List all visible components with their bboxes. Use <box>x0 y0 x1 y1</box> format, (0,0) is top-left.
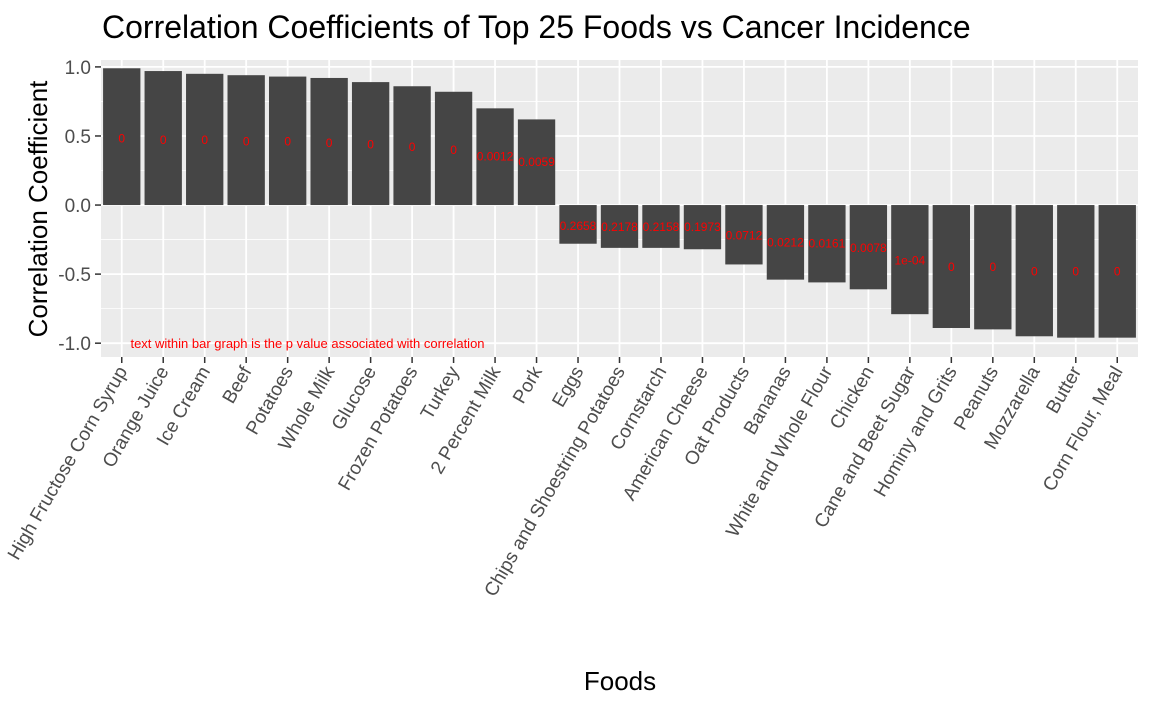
bar <box>1015 205 1053 337</box>
x-tick-label: Butter <box>1043 362 1087 417</box>
p-value-label: 0.0212 <box>767 235 804 249</box>
p-value-label: 0 <box>284 135 291 149</box>
chart-title: Correlation Coefficients of Top 25 Foods… <box>102 9 971 45</box>
p-value-label: 0.0012 <box>477 150 514 164</box>
bars <box>103 68 1136 338</box>
bar <box>434 91 473 206</box>
y-tick-label: 1.0 <box>65 58 91 79</box>
bar <box>725 205 763 265</box>
bar <box>517 119 556 206</box>
p-value-label: 0 <box>409 140 416 154</box>
bar <box>268 76 307 206</box>
p-value-label: 0.0078 <box>850 241 887 255</box>
p-value-label: 0.0712 <box>726 228 763 242</box>
y-tick-label: 0.0 <box>65 196 91 217</box>
p-value-label: 0 <box>1114 264 1121 278</box>
x-tick-label: Beef <box>219 362 257 407</box>
p-value-label: 0.1973 <box>684 220 721 234</box>
p-value-label: 0.0059 <box>518 155 555 169</box>
x-tick-label: Pork <box>509 363 547 408</box>
bar <box>849 205 888 290</box>
bar <box>932 205 971 328</box>
p-value-label: 0.2658 <box>560 219 597 233</box>
p-value-label: 0 <box>450 143 457 157</box>
bar <box>186 73 224 206</box>
p-value-label: 0 <box>1072 264 1079 278</box>
bar <box>600 205 639 248</box>
p-value-label: 0 <box>367 137 374 151</box>
bar <box>476 108 514 206</box>
p-value-labels: 0 0 0 0 0 0 0 0 0 0.0012 0.0059 0.2658 0.2178 0.2158 0… <box>118 132 1121 279</box>
y-tick-label: -1.0 <box>58 334 91 355</box>
y-axis: 1.0 0.5 0.0 -0.5 -1.0 <box>58 58 101 355</box>
p-value-label: 0 <box>243 135 250 149</box>
bar <box>559 205 597 244</box>
bar <box>891 205 929 315</box>
p-value-label: 0 <box>1031 264 1038 278</box>
bar <box>351 82 390 206</box>
bar <box>144 71 182 206</box>
p-value-label: 0.2158 <box>643 220 680 234</box>
p-value-label: 0 <box>201 133 208 147</box>
y-axis-title: Correlation Coefficient <box>23 80 53 338</box>
p-value-label: 0 <box>948 260 955 274</box>
x-tick-label: Corn Flour, Meal <box>1039 363 1127 495</box>
x-tick-label: Eggs <box>549 363 589 411</box>
bar <box>393 86 431 206</box>
p-value-label: 0.2178 <box>601 220 638 234</box>
y-tick-label: -0.5 <box>58 265 91 286</box>
bar <box>766 205 805 280</box>
bar <box>310 77 348 206</box>
bar <box>1057 205 1095 338</box>
bar <box>974 205 1012 330</box>
annotation-note: text within bar graph is the p value ass… <box>130 336 484 351</box>
p-value-label: 0 <box>160 133 167 147</box>
bar <box>103 68 141 206</box>
p-value-label: 0 <box>989 260 996 274</box>
bar <box>227 75 265 206</box>
bar <box>683 205 722 250</box>
bar <box>1098 205 1136 338</box>
p-value-label: 0.0161 <box>809 237 846 251</box>
bar <box>808 205 846 283</box>
p-value-label: 0 <box>326 136 333 150</box>
p-value-label: 0 <box>118 132 125 146</box>
bar <box>642 205 680 248</box>
p-value-label: 1e-04 <box>895 253 926 267</box>
x-axis-title: Foods <box>584 666 656 696</box>
y-tick-label: 0.5 <box>65 127 91 148</box>
